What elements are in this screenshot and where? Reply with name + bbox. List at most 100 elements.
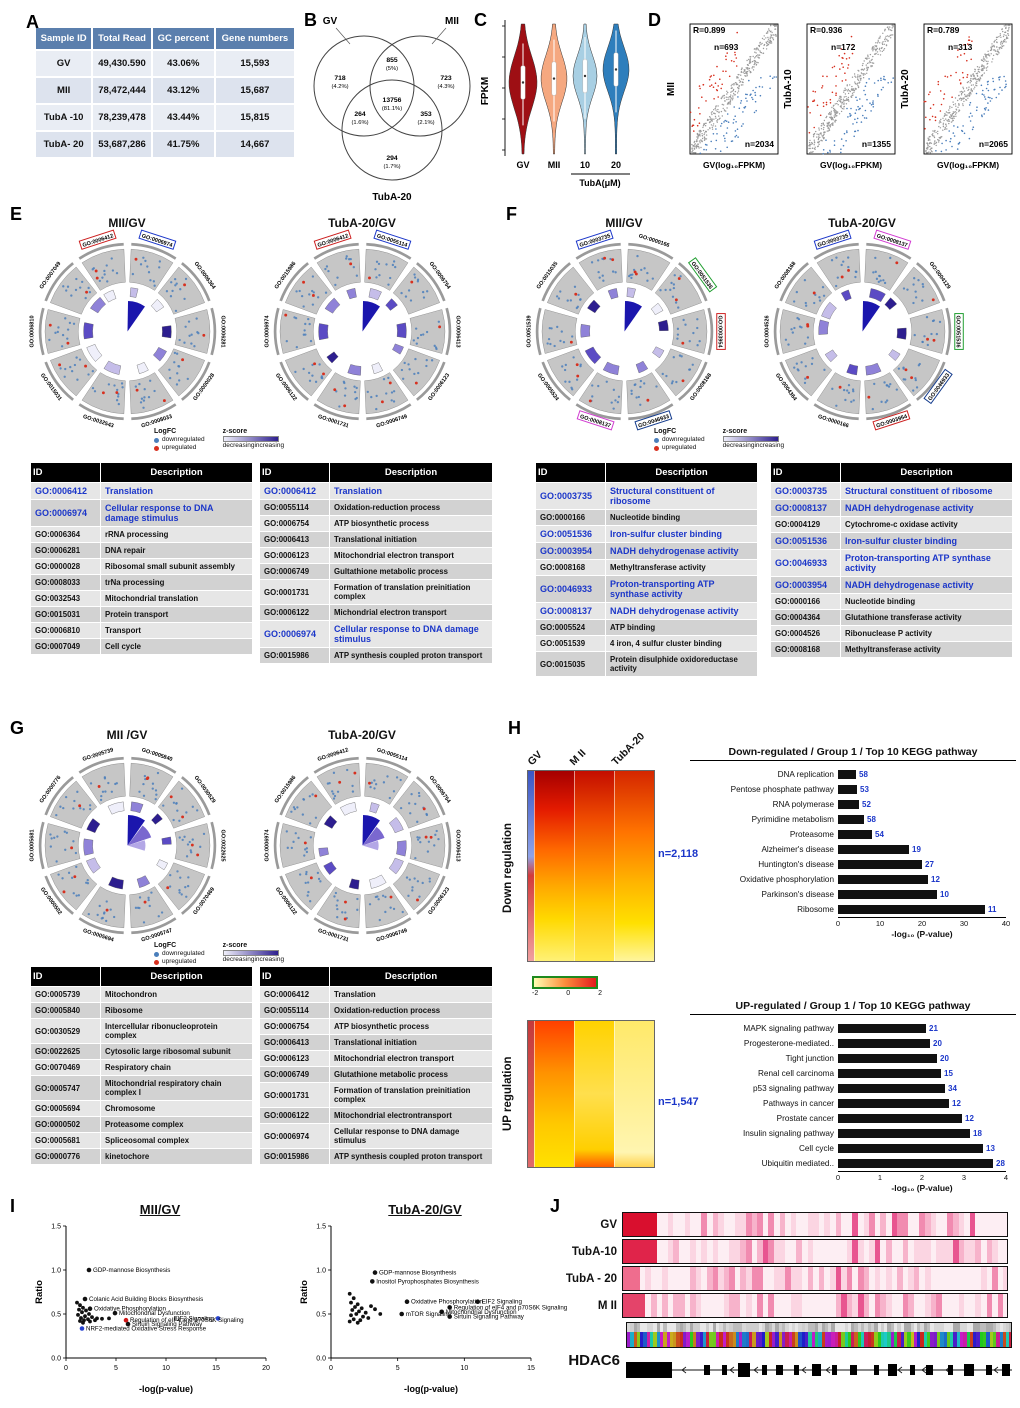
go-table-row: GO:0055114 Oxidation-reduction process (259, 499, 493, 516)
svg-text:MII: MII (548, 160, 561, 170)
segment-dots (368, 775, 402, 800)
kegg-pathway-label: Cell cycle (798, 1144, 834, 1153)
table-cell: 41.75% (152, 132, 214, 157)
go-table-row: GO:0003735 Structural constituent of ribo… (770, 482, 1013, 500)
zscore-dash (318, 847, 329, 857)
zscore-dash (151, 813, 163, 825)
go-table-row: GO:0001731 Formation of translation prein… (259, 1082, 493, 1108)
go-segment (892, 266, 940, 315)
go-segment (547, 348, 595, 397)
ipa-point-label: Mitochondrial Dysfunction (446, 1309, 517, 1316)
ipa-svg: 0.0 0.5 1.0 1.5 0 5 10 15 GDP-mannose Biosynthes… (299, 1223, 568, 1394)
zscore-dash (846, 363, 859, 376)
ipa-point (370, 1279, 375, 1284)
kegg-gene-count: 12 (931, 875, 940, 884)
go-legend: LogFC downregulated upregulated z-score decr… (645, 428, 788, 453)
kegg-bar (838, 1069, 941, 1078)
kegg-bar (838, 815, 864, 824)
zscore-legend: z-score decreasing increasing (222, 428, 285, 449)
track-label: TubA-10 (571, 1245, 617, 1258)
heatmap-down (527, 770, 655, 962)
svg-text:Ratio: Ratio (299, 1280, 310, 1304)
heatmap-annotation-strip (528, 771, 534, 961)
kegg-row: Parkinson's disease 10 (690, 887, 1016, 902)
kegg-bar (838, 800, 859, 809)
zscore-dash (348, 878, 360, 890)
segment-dots (48, 317, 76, 348)
kegg-bar (838, 1054, 937, 1063)
zscore-dash (371, 362, 383, 375)
go-plot-title: MII/GV (605, 216, 643, 230)
kegg-gene-count: 58 (859, 770, 868, 779)
zscore-gradient (222, 950, 279, 956)
svg-text:-log(p-value): -log(p-value) (404, 1384, 458, 1394)
up-regulation-label: UP regulation (502, 1056, 514, 1132)
svg-text:TubA(μM): TubA(μM) (579, 178, 620, 188)
kegg-pathway-label: Ubiquitin mediated.. (761, 1159, 834, 1168)
go-segment (785, 348, 833, 397)
segment-dots (627, 254, 654, 282)
up-dot-icon (654, 446, 659, 452)
kegg-title: UP-regulated / Group 1 / Top 10 KEGG pat… (690, 1000, 1016, 1015)
panel-label-F: F (506, 204, 517, 224)
ipa-point (79, 1326, 85, 1331)
zscore-dash (389, 817, 404, 834)
track-label: TubA - 20 (565, 1272, 617, 1285)
go-circular-plot: GO:0006412 GO:0055114 GO:0006754 GO:0006413… (255, 224, 470, 439)
svg-text:0.5: 0.5 (316, 1311, 326, 1318)
correlation-scatter-plots: R=0.899 n=693 n=2034 MII GV(log₁₀FPKM) R=0.93… (664, 6, 1015, 198)
svg-text:294: 294 (386, 155, 398, 162)
zscore-dash (86, 818, 101, 833)
go-label: GO:0006413 (455, 829, 461, 861)
svg-text:GO:0006413: GO:0006413 (455, 315, 461, 347)
svg-text:855: 855 (386, 57, 398, 64)
segment-dots (166, 870, 190, 898)
segment-dots (49, 830, 78, 863)
coverage-track (622, 1266, 1008, 1291)
svg-text:723: 723 (440, 75, 452, 82)
svg-text:-log(p-value): -log(p-value) (139, 1384, 193, 1394)
ipa-point-label: Regulation of eIF4 and p70S6K Signaling (130, 1317, 244, 1324)
kegg-gene-count: 10 (940, 890, 949, 899)
kegg-row: Prostate cancer 12 (690, 1111, 1016, 1126)
kegg-gene-count: 52 (862, 800, 871, 809)
go-label: GO:0051539 (526, 315, 532, 347)
segment-dots (284, 313, 313, 349)
segment-dots (91, 257, 119, 283)
kegg-xlabel: -log₁₀ (P-value) (891, 929, 953, 939)
svg-text:TubA-20: TubA-20 (372, 192, 412, 203)
zscore-dash (607, 288, 619, 300)
go-segment (81, 762, 126, 805)
go-circle-svg: GO:0006412 GO:0055114GO:0006754GO:0006413… (264, 229, 461, 430)
panel-label-C: C (474, 10, 487, 30)
segment-dots (555, 285, 582, 310)
scatter-points-down (822, 75, 894, 155)
panel-label-B: B (304, 10, 317, 30)
go-segment (671, 309, 708, 354)
segment-dots (400, 357, 434, 385)
go-table-row: GO:0003735 Structural constituent of ribo… (535, 482, 758, 510)
zscore-gradient (222, 436, 279, 442)
kegg-pathway-label: Tight junction (785, 1054, 834, 1063)
heatmap-column (614, 1021, 654, 1167)
fpkm-violin-plot: GV MII 10 20 TubA(μM) FPKM (478, 6, 643, 204)
segment-dots (588, 380, 621, 410)
go-segment (81, 248, 126, 291)
kegg-row: Alzheimer's disease 19 (690, 842, 1016, 857)
center-wedge (127, 825, 152, 846)
heatmap-col-label: M II (567, 747, 589, 768)
heatmap-annotation-strip (528, 1021, 534, 1167)
go-table-row: GO:0006974 Cellular response to DNA damag… (259, 1123, 493, 1149)
segment-dots (58, 356, 94, 381)
ipa-point-label: NRF2-mediated Oxidative Stress Response (86, 1326, 207, 1333)
go-table-row: GO:0008168 Methyltransferase activity (535, 559, 758, 576)
kegg-gene-count: 15 (944, 1069, 953, 1078)
panel-label-I: I (10, 1196, 16, 1216)
go-table: ID Description GO:0006412 Translation GO:005… (259, 966, 493, 1165)
table-header-cell: Gene numbers (215, 28, 294, 49)
zscore-dash (368, 288, 382, 301)
go-table-header: ID Description (259, 966, 493, 987)
zscore-legend: z-score decreasing increasing (722, 428, 785, 449)
kegg-gene-count: 54 (875, 830, 884, 839)
